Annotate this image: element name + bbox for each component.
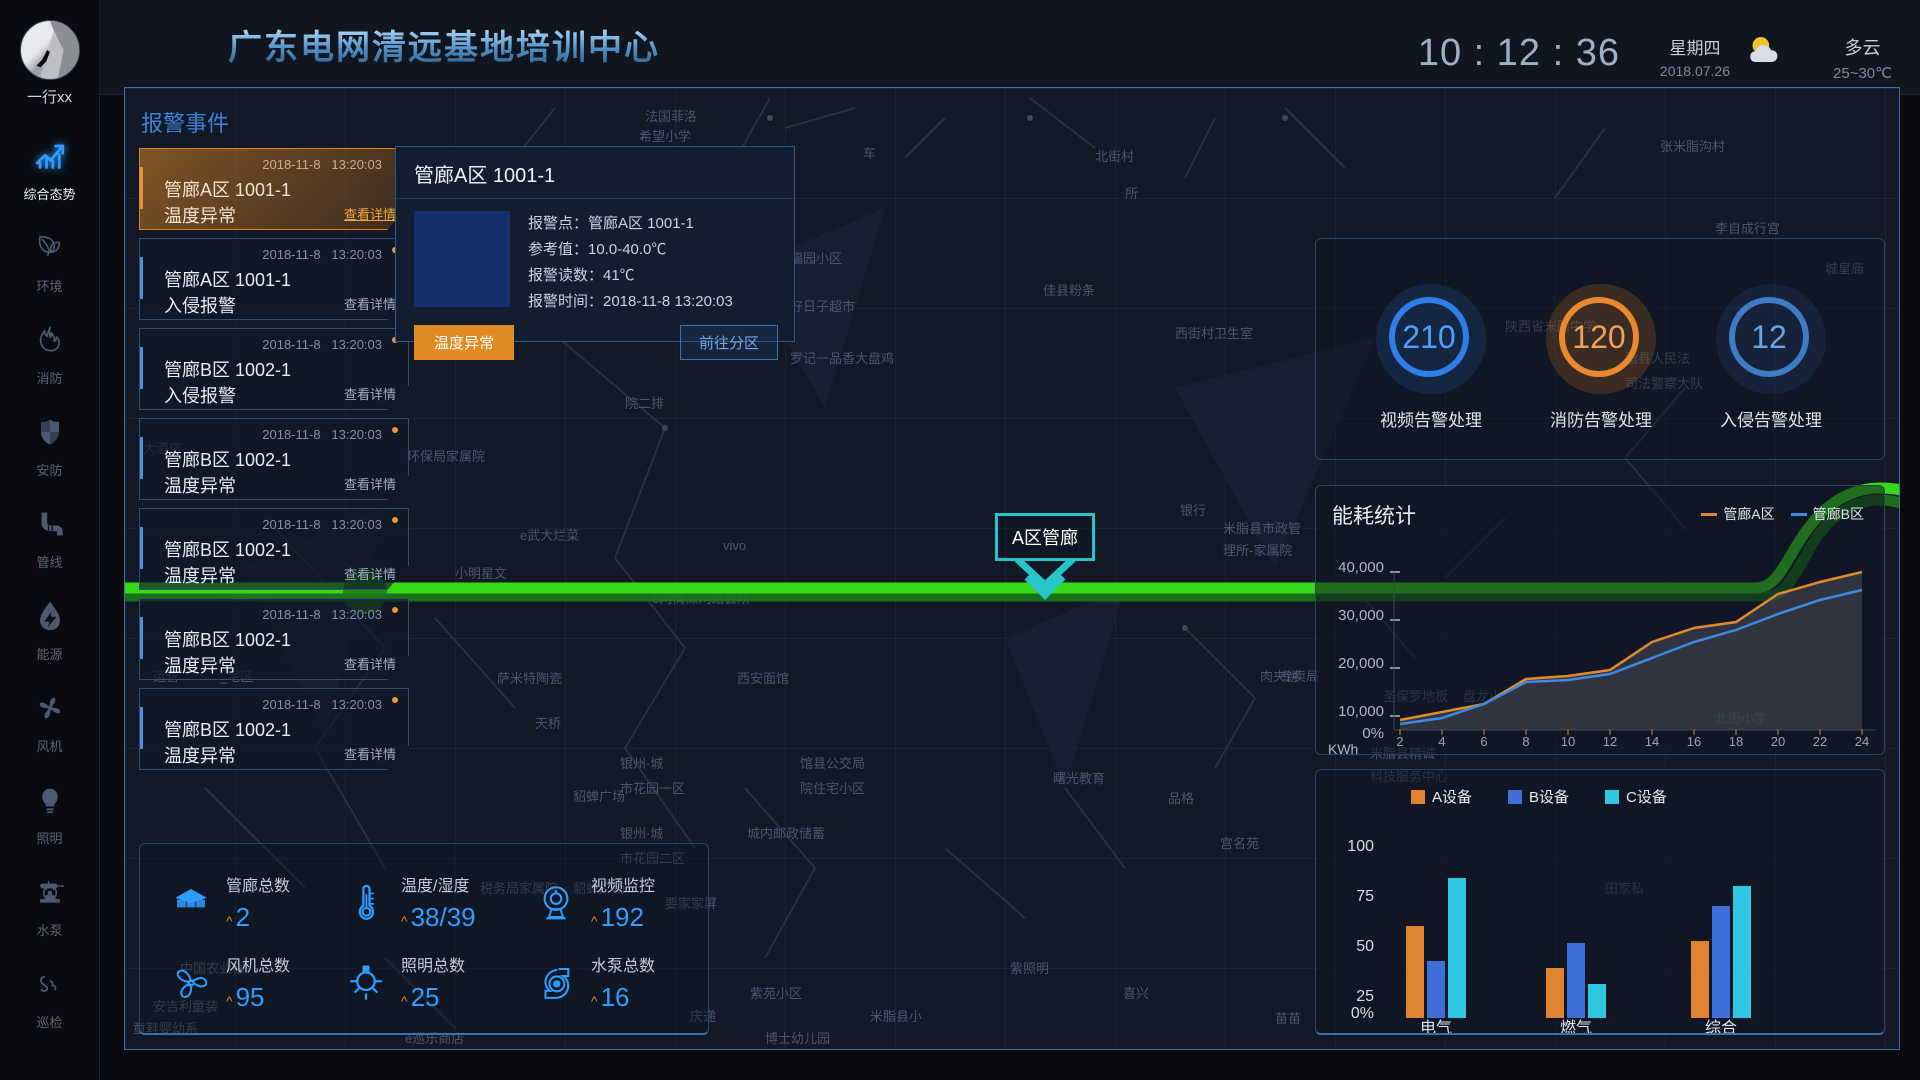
svg-text:25: 25 [1356,988,1374,1005]
svg-text:30,000: 30,000 [1338,607,1384,624]
svg-text:8: 8 [1522,734,1529,749]
svg-text:6: 6 [1480,734,1487,749]
svg-text:75: 75 [1356,888,1374,905]
svg-text:50: 50 [1356,938,1374,955]
svg-text:4: 4 [1438,734,1445,749]
svg-text:0%: 0% [1351,1005,1374,1022]
svg-text:18: 18 [1729,734,1743,749]
svg-text:10,000: 10,000 [1338,703,1384,720]
svg-text:20: 20 [1771,734,1785,749]
svg-text:100: 100 [1347,838,1374,855]
svg-text:电气: 电气 [1420,1019,1452,1035]
svg-text:KWh: KWh [1328,741,1358,755]
svg-text:22: 22 [1813,734,1827,749]
svg-text:0%: 0% [1362,725,1384,742]
svg-text:20,000: 20,000 [1338,655,1384,672]
svg-text:燃气: 燃气 [1560,1019,1592,1035]
svg-text:2: 2 [1396,734,1403,749]
svg-text:40,000: 40,000 [1338,559,1384,576]
svg-text:14: 14 [1645,734,1659,749]
svg-text:12: 12 [1603,734,1617,749]
svg-text:10: 10 [1561,734,1575,749]
svg-text:综合: 综合 [1705,1019,1737,1035]
svg-text:16: 16 [1687,734,1701,749]
svg-text:24: 24 [1855,734,1869,749]
